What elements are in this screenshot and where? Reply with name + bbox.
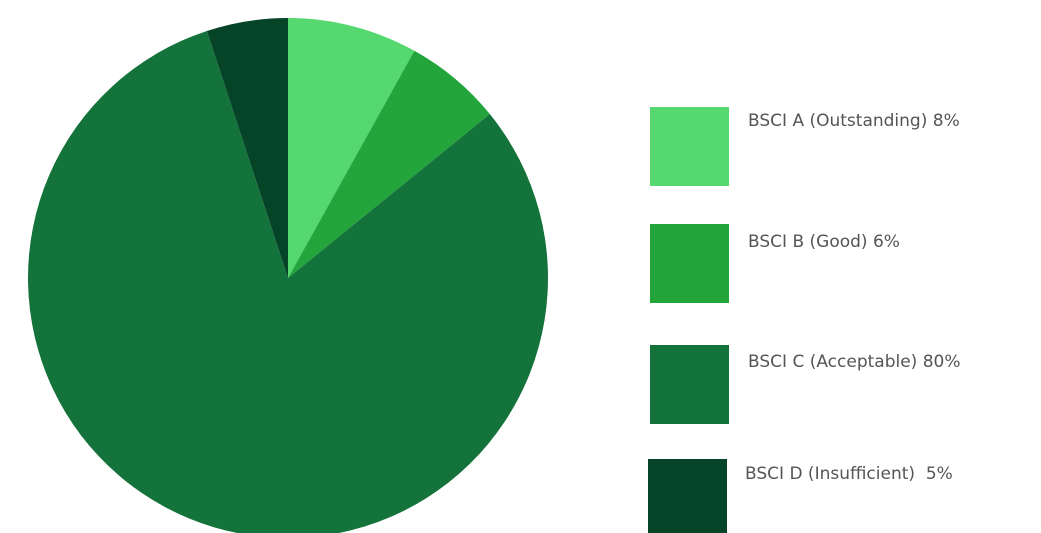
legend-swatch-c bbox=[650, 345, 729, 424]
legend-swatch-a bbox=[650, 107, 729, 186]
legend-label-b: BSCI B (Good) 6% bbox=[748, 232, 900, 252]
legend: BSCI A (Outstanding) 8% BSCI B (Good) 6%… bbox=[648, 107, 961, 533]
pie-slice-b bbox=[288, 50, 490, 278]
legend-swatch-d bbox=[648, 459, 727, 533]
legend-label-c: BSCI C (Acceptable) 80% bbox=[748, 352, 961, 372]
legend-label-d: BSCI D (Insufficient) 5% bbox=[745, 464, 953, 484]
legend-label-a: BSCI A (Outstanding) 8% bbox=[748, 111, 960, 131]
pie-slice-c bbox=[28, 30, 548, 533]
legend-swatch-b bbox=[650, 224, 729, 303]
pie-slice-a bbox=[288, 18, 415, 278]
pie-slices bbox=[28, 18, 548, 533]
pie-slice-d bbox=[206, 18, 288, 278]
